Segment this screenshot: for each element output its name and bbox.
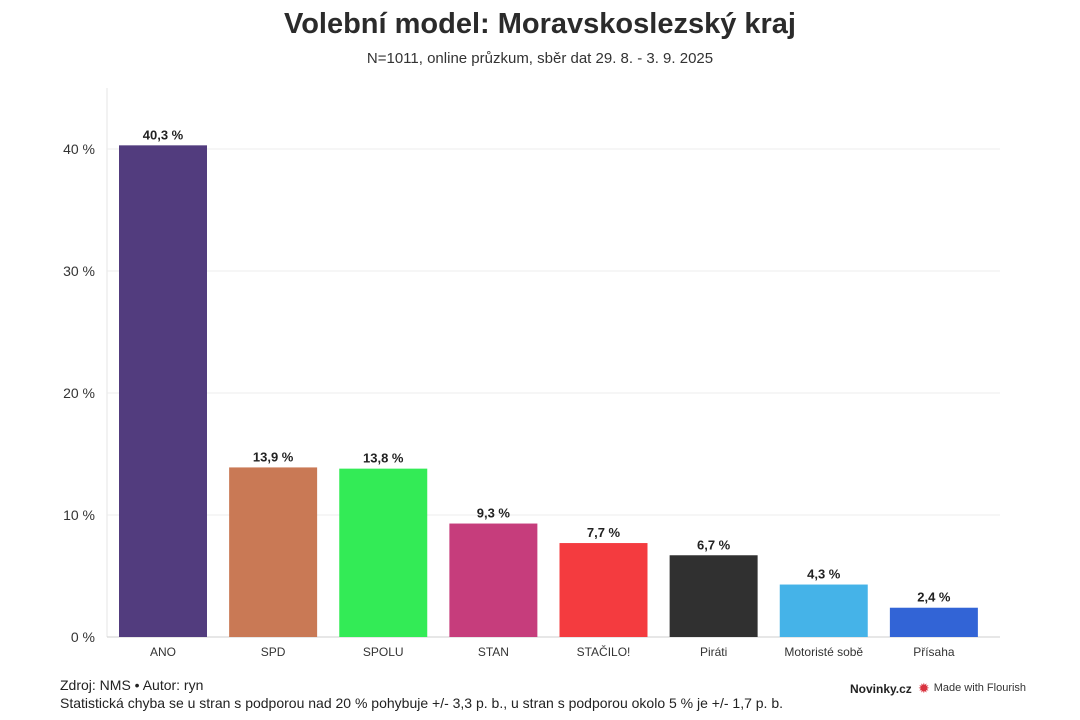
y-tick-label: 10 %	[63, 507, 95, 523]
bar	[119, 145, 207, 637]
data-label: 7,7 %	[587, 525, 621, 540]
source-text: Zdroj: NMS • Autor: ryn	[60, 677, 204, 693]
brand-logo[interactable]: Novinky.cz	[850, 682, 912, 696]
bar	[559, 543, 648, 637]
x-tick-label: SPD	[261, 645, 286, 659]
y-tick-label: 20 %	[63, 385, 95, 401]
data-label: 9,3 %	[477, 506, 511, 521]
data-label: 40,3 %	[143, 127, 184, 142]
data-label: 13,9 %	[253, 449, 294, 464]
data-label: 13,8 %	[363, 451, 404, 466]
y-tick-label: 40 %	[63, 141, 95, 157]
data-label: 6,7 %	[697, 537, 731, 552]
bar	[229, 467, 318, 637]
flourish-icon: ✹	[918, 680, 930, 696]
flourish-credit[interactable]: ✹ Made with Flourish	[918, 680, 1027, 696]
bar	[889, 607, 978, 637]
y-tick-label: 30 %	[63, 263, 95, 279]
x-tick-label: Motoristé sobě	[784, 645, 863, 659]
x-tick-label: STAČILO!	[577, 644, 631, 659]
flourish-label: Made with Flourish	[933, 682, 1027, 694]
x-tick-label: ANO	[150, 645, 176, 659]
data-label: 2,4 %	[917, 590, 951, 605]
chart-title: Volební model: Moravskoslezský kraj	[284, 8, 796, 40]
data-label: 4,3 %	[807, 567, 841, 582]
bar	[449, 523, 538, 637]
chart-footer: Zdroj: NMS • Autor: ryn Statistická chyb…	[60, 676, 783, 712]
error-note: Statistická chyba se u stran s podporou …	[60, 695, 784, 711]
y-tick-label: 0 %	[71, 629, 95, 645]
bar	[779, 584, 868, 637]
x-tick-label: STAN	[478, 645, 509, 659]
bar-chart: 0 % 10 % 20 % 30 % 40 % 40,3 % ANO 13,9 % SPD 13,…	[63, 88, 1000, 659]
x-tick-label: Přísaha	[913, 645, 955, 659]
bar	[339, 468, 428, 637]
x-tick-label: SPOLU	[363, 645, 404, 659]
chart-subtitle: N=1011, online průzkum, sběr dat 29. 8. …	[366, 50, 714, 67]
x-tick-label: Piráti	[700, 645, 727, 659]
bar	[669, 555, 758, 637]
